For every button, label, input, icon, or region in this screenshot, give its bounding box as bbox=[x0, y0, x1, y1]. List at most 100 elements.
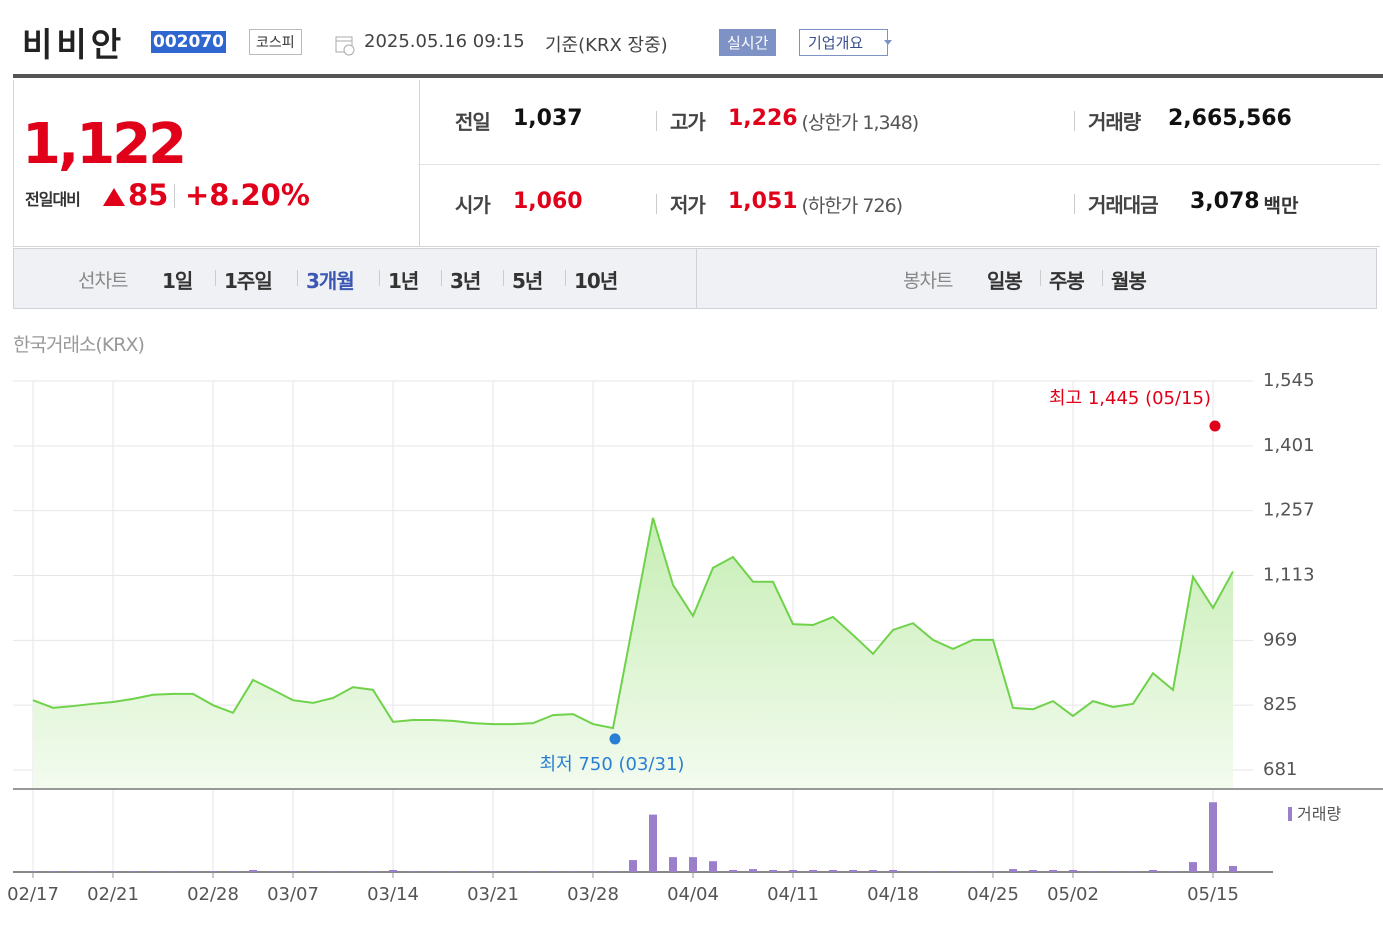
tab-divider bbox=[696, 249, 697, 308]
stats-bottom bbox=[418, 246, 1380, 247]
volume-bar bbox=[289, 871, 297, 872]
volume-bar bbox=[109, 871, 117, 872]
x-tick-label: 03/14 bbox=[367, 884, 419, 905]
volume-bar bbox=[89, 871, 97, 872]
volume-bar bbox=[829, 869, 837, 872]
volume-bar bbox=[649, 814, 657, 872]
stat-sep bbox=[1074, 194, 1075, 214]
annotation-dot bbox=[1209, 420, 1221, 432]
volume-bar bbox=[49, 871, 57, 872]
volume-bar bbox=[469, 871, 477, 872]
calendar-icon bbox=[335, 36, 355, 56]
volume-bar bbox=[689, 857, 697, 872]
tab-bar bbox=[13, 248, 1377, 309]
tab-item[interactable]: 1일 bbox=[162, 269, 193, 293]
tab-item[interactable]: 월봉 bbox=[1111, 269, 1147, 293]
volume-bar bbox=[949, 871, 957, 872]
exchange-label: 한국거래소(KRX) bbox=[13, 334, 145, 356]
volume-bar bbox=[129, 871, 137, 872]
stat-value: 1,226 bbox=[728, 106, 798, 131]
tab-item[interactable]: 10년 bbox=[574, 269, 618, 293]
tab-item[interactable]: 3개월 bbox=[306, 269, 355, 293]
stat-label: 고가 bbox=[670, 110, 706, 134]
x-tick-label: 05/02 bbox=[1047, 884, 1099, 905]
volume-bar bbox=[1029, 869, 1037, 872]
volume-bar bbox=[429, 871, 437, 872]
company-button-label: 기업개요 bbox=[808, 34, 864, 52]
stat-value: 2,665,566 bbox=[1168, 106, 1292, 131]
tab-sep bbox=[1040, 270, 1041, 286]
x-tick-label: 04/11 bbox=[767, 884, 819, 905]
volume-bar bbox=[989, 871, 997, 872]
volume-bar bbox=[1149, 869, 1157, 872]
volume-bar bbox=[1109, 871, 1117, 872]
volume-bar bbox=[869, 869, 877, 872]
x-tick-label: 03/21 bbox=[467, 884, 519, 905]
tab-sep bbox=[297, 270, 298, 286]
market-badge: 코스피 bbox=[249, 29, 302, 55]
stat-extra: (하한가 726) bbox=[801, 195, 904, 217]
volume-bar bbox=[409, 871, 417, 872]
volume-bar bbox=[489, 871, 497, 872]
tab-item[interactable]: 1주일 bbox=[224, 269, 273, 293]
volume-bar bbox=[729, 869, 737, 872]
change: 85 bbox=[128, 178, 169, 212]
change-rate: +8.20% bbox=[185, 178, 310, 212]
volume-bar bbox=[969, 871, 977, 872]
volume-bar bbox=[1129, 871, 1137, 872]
legend-label: 거래량 bbox=[1297, 805, 1341, 824]
tab-sep bbox=[503, 270, 504, 286]
annotation-dot bbox=[609, 733, 621, 745]
stat-sep bbox=[656, 194, 657, 214]
x-tick-label: 04/25 bbox=[967, 884, 1019, 905]
stock-code[interactable]: 002070 bbox=[151, 31, 226, 53]
tab-item[interactable]: 3년 bbox=[450, 269, 481, 293]
stat-label: 거래량 bbox=[1088, 110, 1141, 134]
stat-sep bbox=[656, 111, 657, 131]
volume-bar bbox=[589, 871, 597, 872]
stat-value: 3,078 bbox=[1190, 189, 1260, 214]
y-tick-label: 1,257 bbox=[1263, 500, 1315, 521]
tab-item[interactable]: 5년 bbox=[512, 269, 543, 293]
volume-bar bbox=[1189, 862, 1197, 872]
header-rule bbox=[13, 74, 1383, 78]
stat-label: 저가 bbox=[670, 193, 706, 217]
area-fill bbox=[33, 517, 1233, 788]
y-tick-label: 969 bbox=[1263, 629, 1297, 650]
volume-bar bbox=[1049, 869, 1057, 872]
volume-bar bbox=[1009, 869, 1017, 872]
realtime-button[interactable]: 실시간 bbox=[719, 29, 777, 56]
volume-bar bbox=[929, 871, 937, 872]
volume-bar bbox=[149, 871, 157, 872]
volume-bar bbox=[369, 871, 377, 872]
volume-bar bbox=[29, 871, 37, 872]
stat-value: 1,051 bbox=[728, 189, 798, 214]
change-label: 전일대비 bbox=[25, 190, 81, 209]
volume-bar bbox=[529, 871, 537, 872]
volume-bar bbox=[1209, 802, 1217, 872]
datetime: 2025.05.16 09:15 bbox=[364, 31, 525, 52]
volume-bar bbox=[789, 869, 797, 872]
volume-bar bbox=[189, 871, 197, 872]
legend-swatch bbox=[1288, 807, 1292, 821]
tab-sep bbox=[215, 270, 216, 286]
volume-bar bbox=[229, 871, 237, 872]
tab-item[interactable]: 일봉 bbox=[987, 269, 1023, 293]
volume-bar bbox=[769, 869, 777, 872]
basis: 기준(KRX 장중) bbox=[545, 35, 668, 56]
stat-label: 전일 bbox=[455, 110, 491, 134]
volume-bar bbox=[889, 869, 897, 872]
stat-value: 1,037 bbox=[513, 106, 583, 131]
x-tick-label: 03/07 bbox=[267, 884, 319, 905]
volume-bar bbox=[669, 857, 677, 872]
volume-bar bbox=[709, 861, 717, 872]
annotation-label: 최고 1,445 (05/15) bbox=[1049, 388, 1211, 409]
stat-extra: (상한가 1,348) bbox=[801, 112, 920, 134]
tab-item[interactable]: 1년 bbox=[388, 269, 419, 293]
volume-bar bbox=[629, 860, 637, 872]
stats-divider bbox=[418, 164, 1380, 165]
tab-item[interactable]: 주봉 bbox=[1049, 269, 1085, 293]
